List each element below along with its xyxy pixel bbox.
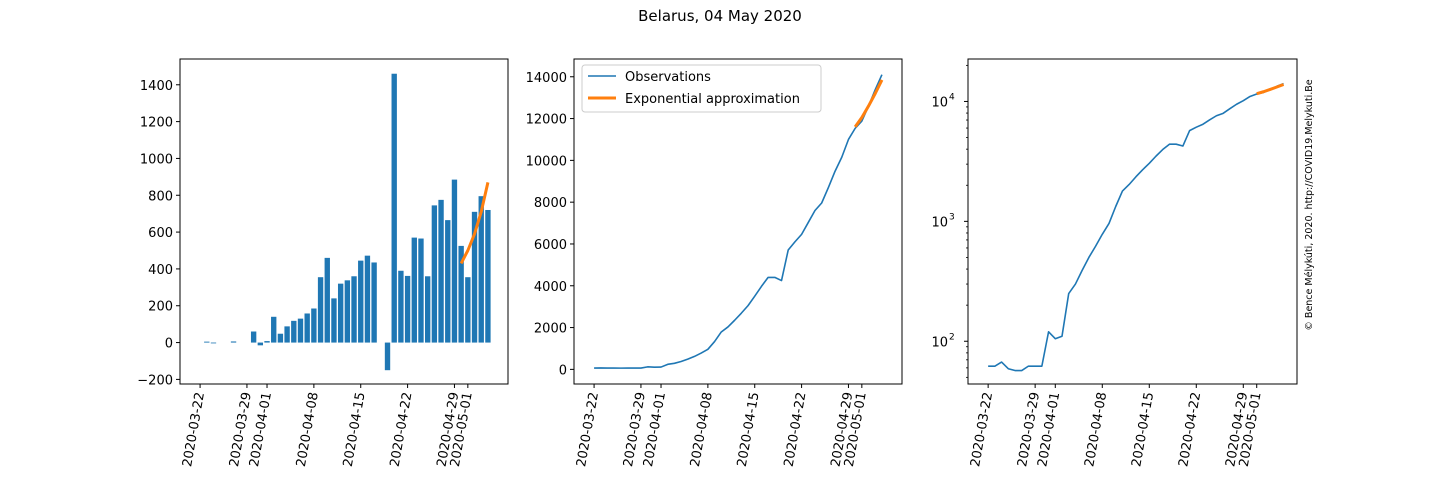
bar — [230, 341, 237, 343]
bar — [264, 341, 270, 343]
plot-area — [988, 82, 1285, 372]
plot-area — [594, 74, 884, 369]
bar — [344, 280, 351, 343]
y-tick-label: 8000 — [534, 196, 567, 211]
bar — [384, 342, 391, 371]
approximation-line — [853, 79, 884, 128]
bar — [304, 313, 310, 343]
y-tick-label: −200 — [137, 373, 173, 388]
bar — [411, 237, 417, 343]
bar — [431, 205, 438, 343]
copyright-watermark: © Bence Mélykúti, 2020. http://COVID19.M… — [1304, 79, 1315, 330]
bar — [425, 276, 431, 343]
y-tick-exponent: 2 — [949, 332, 955, 342]
y-tick-label: 800 — [148, 189, 173, 204]
legend-box — [581, 64, 822, 113]
y-tick-label: 10 — [931, 95, 948, 110]
approximation-line — [1256, 83, 1285, 96]
legend-label: Observations — [625, 70, 711, 85]
bar — [458, 245, 464, 343]
figure-title: Belarus, 04 May 2020 — [638, 7, 802, 25]
bar — [210, 342, 217, 344]
x-tick-label: 2020-04-15 — [1129, 391, 1157, 468]
x-tick-label: 2020-04-15 — [341, 391, 369, 468]
plot-area — [204, 73, 491, 371]
x-tick-label: 2020-04-08 — [1082, 391, 1110, 468]
x-tick-label: 2020-03-22 — [968, 391, 996, 468]
axes-frame — [573, 58, 903, 385]
bar — [465, 277, 471, 343]
y-tick-exponent: 4 — [949, 92, 955, 102]
x-tick-label: 2020-04-08 — [688, 391, 716, 468]
bar — [337, 283, 344, 343]
observations-line — [988, 82, 1284, 372]
x-tick-label: 2020-04-15 — [735, 391, 763, 468]
x-tick-label: 2020-03-22 — [180, 391, 208, 468]
daily-new-cases-bar-chart: −200 0 200 400 600 800 1000 1200 1400 2020-03-22 2… — [137, 58, 509, 468]
y-tick-label: 10 — [931, 335, 948, 350]
y-tick-label: 2000 — [534, 322, 567, 337]
y-tick-label: 4000 — [534, 280, 567, 295]
y-tick-label: 0 — [165, 337, 173, 352]
y-tick-label: 0 — [559, 363, 567, 378]
bar — [418, 238, 424, 343]
x-tick-label: 2020-04-22 — [388, 391, 416, 468]
bar — [445, 220, 451, 343]
bar — [331, 298, 337, 343]
x-tick-label: 2020-04-22 — [782, 391, 810, 468]
bar — [250, 331, 257, 343]
bar — [478, 196, 484, 343]
bar — [277, 333, 284, 343]
bar — [291, 320, 297, 343]
bar — [311, 308, 317, 343]
bar — [204, 341, 210, 343]
bar — [451, 179, 458, 343]
bar — [351, 276, 357, 343]
bar — [284, 326, 290, 343]
bar — [317, 277, 324, 343]
axes-frame — [967, 58, 1298, 385]
y-tick-label: 10 — [931, 215, 948, 230]
observations-line — [594, 74, 883, 369]
bar — [257, 342, 264, 346]
legend-label: Exponential approximation — [625, 92, 800, 107]
bar — [398, 270, 404, 343]
bar — [404, 275, 411, 343]
y-tick-label: 400 — [148, 263, 173, 278]
approximation-line — [459, 182, 490, 265]
y-tick-label: 200 — [148, 300, 173, 315]
bar — [271, 316, 277, 343]
bar — [471, 211, 478, 343]
bar — [364, 255, 371, 343]
y-tick-label: 1000 — [140, 152, 173, 167]
bar — [324, 257, 330, 343]
bar — [297, 318, 304, 343]
x-tick-label: 2020-04-22 — [1176, 391, 1204, 468]
bar — [371, 262, 377, 343]
y-tick-label: 12000 — [526, 113, 567, 128]
y-tick-exponent: 3 — [949, 212, 955, 222]
cumulative-cases-linear-chart: 0 2000 4000 6000 8000 10000 12000 14000 2020-03-… — [526, 58, 903, 468]
x-tick-label: 2020-04-08 — [294, 391, 322, 468]
y-tick-label: 10000 — [526, 154, 567, 169]
y-tick-label: 600 — [148, 226, 173, 241]
y-tick-label: 1400 — [140, 79, 173, 94]
y-tick-label: 6000 — [534, 238, 567, 253]
bar — [358, 260, 364, 343]
axes-frame — [179, 58, 509, 385]
y-tick-label: 14000 — [526, 71, 567, 86]
bar — [485, 209, 491, 343]
bar — [438, 199, 444, 343]
y-tick-label: 1200 — [140, 116, 173, 131]
x-tick-label: 2020-03-22 — [574, 391, 602, 468]
bar — [391, 73, 397, 343]
